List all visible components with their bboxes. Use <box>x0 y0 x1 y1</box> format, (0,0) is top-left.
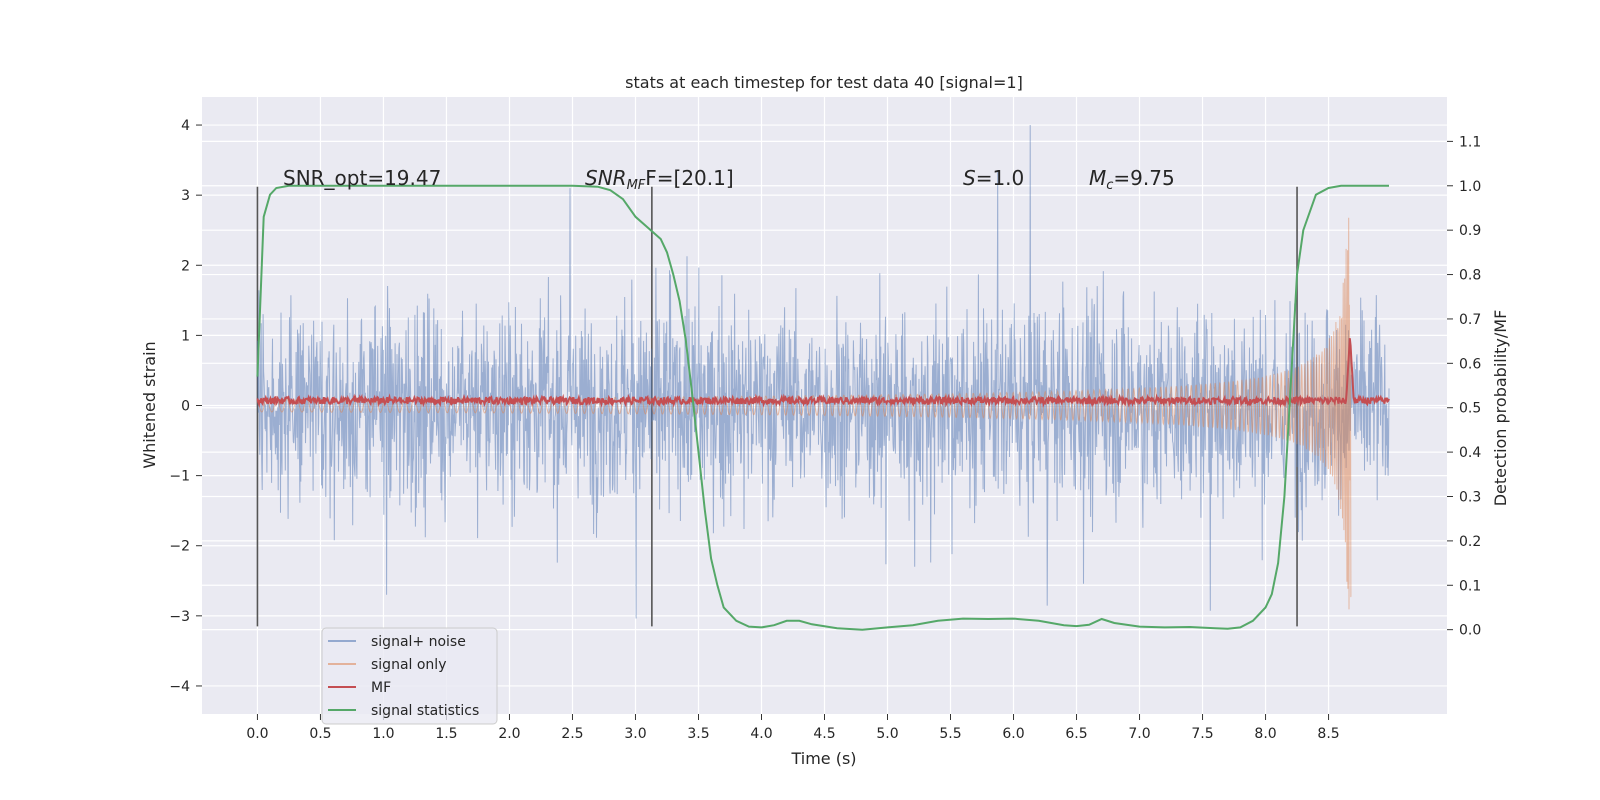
legend: signal+ noise signal only MF signal stat… <box>321 627 498 725</box>
y-right-tick-label-4: 0.7 <box>1459 312 1481 328</box>
y-axis-ticks: 4 3 2 1 0 −1 −2 −3 −4 <box>169 118 202 695</box>
x-tick-label-1: 0.5 <box>309 726 331 742</box>
mf-line <box>256 338 1390 409</box>
y-tick-label-5: −1 <box>169 469 190 485</box>
annotation-snr-mf-main: SNR <box>585 166 627 190</box>
y-right-tick-label-2: 0.9 <box>1459 223 1481 239</box>
x-axis-ticks: 0.0 0.5 1.0 1.5 2.0 2.5 3.0 3.5 4.0 4.5 5.0 5.5 6.0 6… <box>246 714 1340 742</box>
annotation-s: S=1.0 <box>963 166 1024 190</box>
x-axis-label: Time (s) <box>790 749 856 768</box>
x-tick-label-16: 8.0 <box>1254 726 1276 742</box>
y-right-tick-label-10: 0.1 <box>1459 578 1481 594</box>
annotation-s-main: S <box>963 166 976 190</box>
y-right-tick-label-8: 0.3 <box>1459 489 1481 505</box>
legend-label-signal-only: signal only <box>371 657 446 673</box>
x-tick-label-0: 0.0 <box>246 726 268 742</box>
annotation-s-tail: =1.0 <box>976 166 1025 190</box>
y-tick-label-0: 4 <box>181 118 190 134</box>
series-signal-only <box>256 217 1352 610</box>
x-tick-label-3: 1.5 <box>435 726 457 742</box>
annotation-mc: Mc=9.75 <box>1089 166 1175 193</box>
annotation-snr-mf-tail: F=[20.1] <box>645 166 733 190</box>
y-tick-label-1: 3 <box>181 188 190 204</box>
x-tick-label-2: 1.0 <box>372 726 394 742</box>
annotation-mc-sub: c <box>1106 178 1113 193</box>
y-right-tick-label-6: 0.5 <box>1459 401 1481 417</box>
x-tick-label-6: 3.0 <box>624 726 646 742</box>
y-tick-label-3: 1 <box>181 328 190 344</box>
legend-label-signal-statistics: signal statistics <box>371 703 479 719</box>
legend-label-mf: MF <box>371 680 391 696</box>
x-tick-label-5: 2.5 <box>561 726 583 742</box>
signal-statistics-line <box>256 184 1389 631</box>
annotations: SNR_opt=19.47 SNRMFF=[20.1] S=1.0 Mc=9.7… <box>283 166 1175 193</box>
y-tick-label-8: −4 <box>169 679 190 695</box>
y-axis-label: Whitened strain <box>140 341 159 468</box>
y-right-tick-label-11: 0.0 <box>1459 623 1481 639</box>
x-tick-label-9: 4.5 <box>813 726 835 742</box>
y-right-tick-label-5: 0.6 <box>1459 356 1481 372</box>
series-mf <box>256 338 1390 409</box>
annotation-mc-tail: =9.75 <box>1113 166 1174 190</box>
annotation-snr-mf-sub: MF <box>627 178 646 193</box>
y-right-tick-label-7: 0.4 <box>1459 445 1481 461</box>
y-tick-label-2: 2 <box>181 258 190 274</box>
series-signal-statistics <box>256 184 1389 631</box>
y-right-axis-label: Detection probability/MF <box>1491 310 1510 507</box>
x-tick-label-8: 4.0 <box>750 726 772 742</box>
y-tick-label-7: −3 <box>169 609 190 625</box>
signal-only-line <box>256 217 1352 610</box>
legend-box <box>321 627 498 725</box>
x-tick-label-15: 7.5 <box>1191 726 1213 742</box>
y-right-tick-label-0: 1.1 <box>1459 134 1481 150</box>
annotation-snr-opt: SNR_opt=19.47 <box>283 166 441 190</box>
x-tick-label-4: 2.0 <box>498 726 520 742</box>
y-tick-label-6: −2 <box>169 539 190 555</box>
x-tick-label-7: 3.5 <box>687 726 709 742</box>
annotation-snr-mf: SNRMFF=[20.1] <box>585 166 734 193</box>
x-tick-label-14: 7.0 <box>1128 726 1150 742</box>
x-tick-label-12: 6.0 <box>1002 726 1024 742</box>
chart-title: stats at each timestep for test data 40 … <box>625 73 1023 92</box>
y-right-tick-label-3: 0.8 <box>1459 268 1481 284</box>
y-right-tick-label-1: 1.0 <box>1459 179 1481 195</box>
x-tick-label-11: 5.5 <box>939 726 961 742</box>
y-right-tick-label-9: 0.2 <box>1459 534 1481 550</box>
x-tick-label-10: 5.0 <box>876 726 898 742</box>
annotation-mc-main: M <box>1089 166 1106 190</box>
x-tick-label-17: 8.5 <box>1317 726 1339 742</box>
x-tick-label-13: 6.5 <box>1065 726 1087 742</box>
y-right-axis-ticks: 1.1 1.0 0.9 0.8 0.7 0.6 0.5 0.4 0.3 0.2 0.1 0.0 <box>1447 134 1481 639</box>
legend-label-signal-noise: signal+ noise <box>371 634 466 650</box>
y-tick-label-4: 0 <box>181 399 190 415</box>
